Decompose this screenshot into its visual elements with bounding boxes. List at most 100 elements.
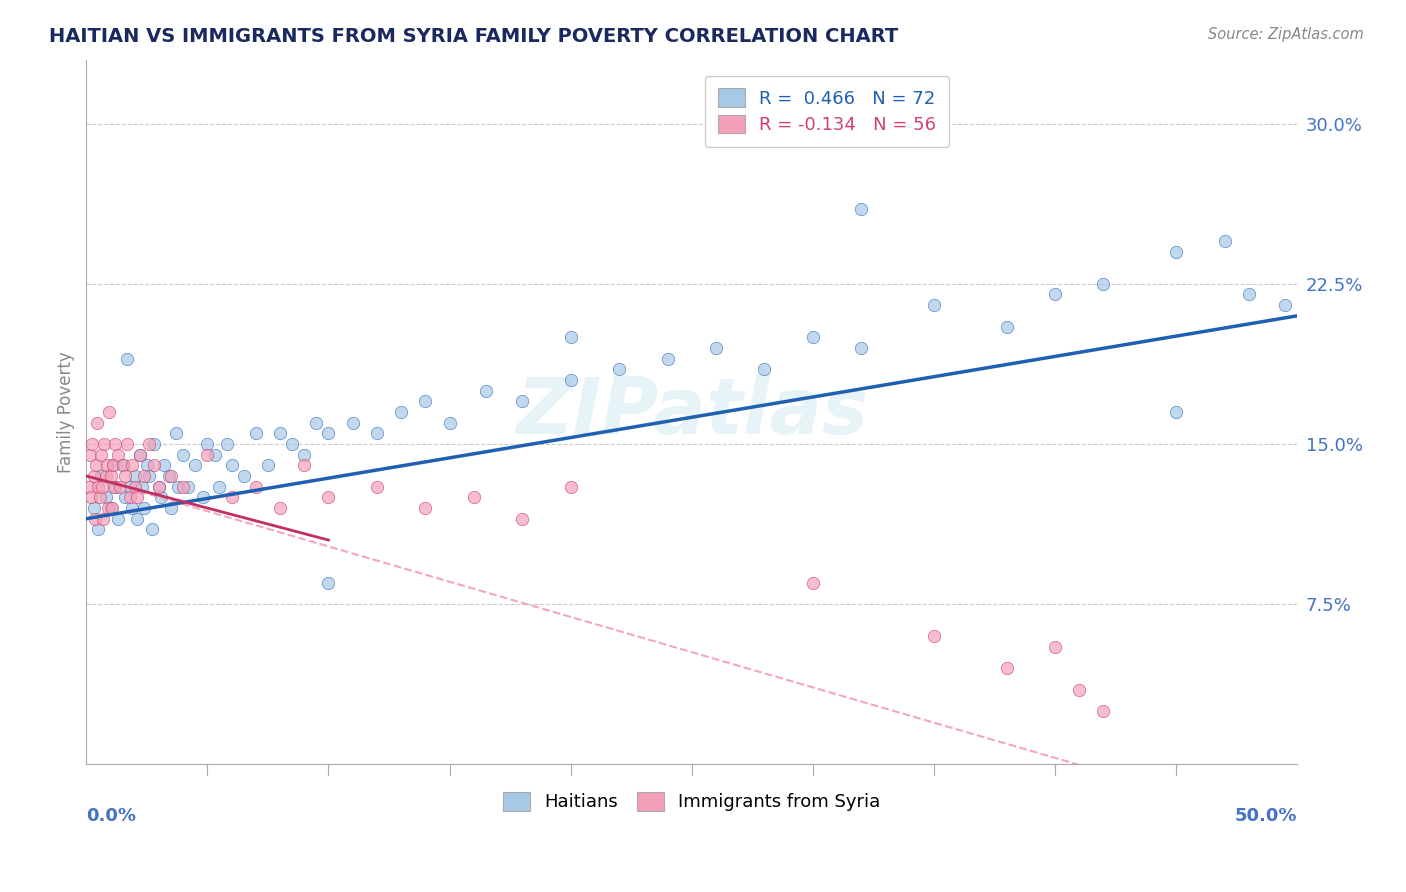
Point <box>560 480 582 494</box>
Point <box>128 448 150 462</box>
Point <box>232 469 254 483</box>
Point <box>87 480 110 494</box>
Point <box>118 480 141 494</box>
Point <box>415 501 437 516</box>
Point <box>127 491 149 505</box>
Point <box>117 351 139 366</box>
Point <box>801 330 824 344</box>
Point <box>104 480 127 494</box>
Point <box>560 373 582 387</box>
Point <box>172 480 194 494</box>
Point <box>134 469 156 483</box>
Point <box>995 661 1018 675</box>
Point <box>754 362 776 376</box>
Point <box>195 437 218 451</box>
Point <box>124 480 146 494</box>
Point <box>160 501 183 516</box>
Point <box>83 512 105 526</box>
Point <box>131 480 153 494</box>
Point <box>292 448 315 462</box>
Point <box>83 501 105 516</box>
Point <box>104 437 127 451</box>
Point <box>152 458 174 473</box>
Point <box>281 437 304 451</box>
Point <box>245 480 267 494</box>
Point <box>167 480 190 494</box>
Point <box>1164 244 1187 259</box>
Point <box>366 426 388 441</box>
Point <box>995 319 1018 334</box>
Point <box>89 491 111 505</box>
Point <box>148 480 170 494</box>
Point <box>389 405 412 419</box>
Point <box>184 458 207 473</box>
Point <box>204 448 226 462</box>
Point <box>215 437 238 451</box>
Text: 0.0%: 0.0% <box>86 806 136 824</box>
Point <box>463 491 485 505</box>
Point <box>318 575 340 590</box>
Point <box>97 501 120 516</box>
Point <box>257 458 280 473</box>
Point <box>342 416 364 430</box>
Point <box>108 480 131 494</box>
Point <box>134 501 156 516</box>
Point <box>94 469 117 483</box>
Point <box>851 202 873 216</box>
Point <box>1164 405 1187 419</box>
Y-axis label: Family Poverty: Family Poverty <box>58 351 75 473</box>
Text: Source: ZipAtlas.com: Source: ZipAtlas.com <box>1208 27 1364 42</box>
Point <box>1069 682 1091 697</box>
Point <box>90 448 112 462</box>
Point <box>148 480 170 494</box>
Point <box>94 491 117 505</box>
Point <box>138 469 160 483</box>
Point <box>121 458 143 473</box>
Point <box>1092 277 1115 291</box>
Point <box>128 448 150 462</box>
Point <box>107 512 129 526</box>
Text: ZIPatlas: ZIPatlas <box>516 374 868 450</box>
Point <box>100 469 122 483</box>
Point <box>1213 234 1236 248</box>
Point <box>305 416 328 430</box>
Point <box>143 458 166 473</box>
Point <box>80 491 103 505</box>
Point <box>245 426 267 441</box>
Point <box>91 480 114 494</box>
Point <box>292 458 315 473</box>
Point <box>124 469 146 483</box>
Point <box>1274 298 1296 312</box>
Point <box>221 491 243 505</box>
Point <box>704 341 727 355</box>
Point <box>318 491 340 505</box>
Point <box>101 458 124 473</box>
Point <box>269 501 291 516</box>
Point <box>607 362 630 376</box>
Point <box>82 437 104 451</box>
Point <box>96 458 118 473</box>
Point <box>165 426 187 441</box>
Point <box>560 330 582 344</box>
Point <box>98 405 121 419</box>
Point <box>111 458 134 473</box>
Point <box>318 426 340 441</box>
Point <box>510 512 533 526</box>
Point <box>87 522 110 536</box>
Point <box>101 458 124 473</box>
Point <box>801 575 824 590</box>
Point <box>415 394 437 409</box>
Point <box>150 491 173 505</box>
Point <box>177 480 200 494</box>
Point <box>100 501 122 516</box>
Point <box>103 480 125 494</box>
Point <box>90 469 112 483</box>
Point <box>922 298 945 312</box>
Point <box>1092 704 1115 718</box>
Point <box>366 480 388 494</box>
Point <box>138 437 160 451</box>
Point <box>111 458 134 473</box>
Point <box>118 491 141 505</box>
Point <box>77 480 100 494</box>
Point <box>269 426 291 441</box>
